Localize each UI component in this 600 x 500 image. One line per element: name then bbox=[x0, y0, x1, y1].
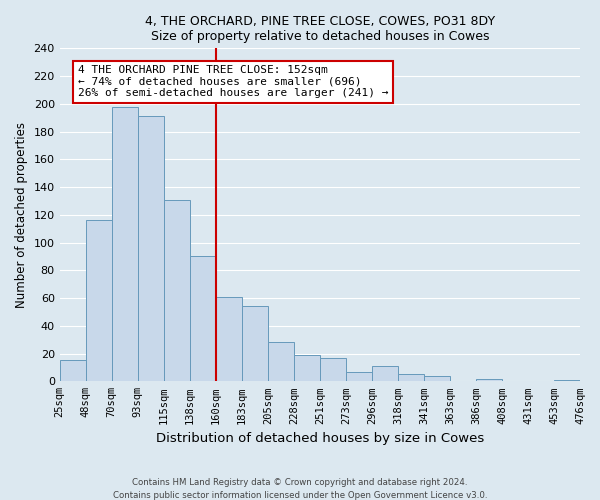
Bar bbox=[372, 366, 398, 382]
X-axis label: Distribution of detached houses by size in Cowes: Distribution of detached houses by size … bbox=[156, 432, 484, 445]
Bar bbox=[398, 374, 424, 382]
Bar bbox=[164, 200, 190, 382]
Title: 4, THE ORCHARD, PINE TREE CLOSE, COWES, PO31 8DY
Size of property relative to de: 4, THE ORCHARD, PINE TREE CLOSE, COWES, … bbox=[145, 15, 495, 43]
Y-axis label: Number of detached properties: Number of detached properties bbox=[15, 122, 28, 308]
Text: 4 THE ORCHARD PINE TREE CLOSE: 152sqm
← 74% of detached houses are smaller (696): 4 THE ORCHARD PINE TREE CLOSE: 152sqm ← … bbox=[78, 65, 388, 98]
Bar bbox=[112, 106, 138, 382]
Bar bbox=[320, 358, 346, 382]
Bar bbox=[216, 296, 242, 382]
Bar bbox=[294, 355, 320, 382]
Bar bbox=[242, 306, 268, 382]
Bar bbox=[59, 360, 86, 382]
Bar bbox=[554, 380, 580, 382]
Bar bbox=[268, 342, 294, 382]
Bar bbox=[346, 372, 372, 382]
Bar bbox=[190, 256, 216, 382]
Bar bbox=[138, 116, 164, 382]
Bar bbox=[424, 376, 450, 382]
Bar bbox=[476, 378, 502, 382]
Bar bbox=[86, 220, 112, 382]
Text: Contains HM Land Registry data © Crown copyright and database right 2024.
Contai: Contains HM Land Registry data © Crown c… bbox=[113, 478, 487, 500]
